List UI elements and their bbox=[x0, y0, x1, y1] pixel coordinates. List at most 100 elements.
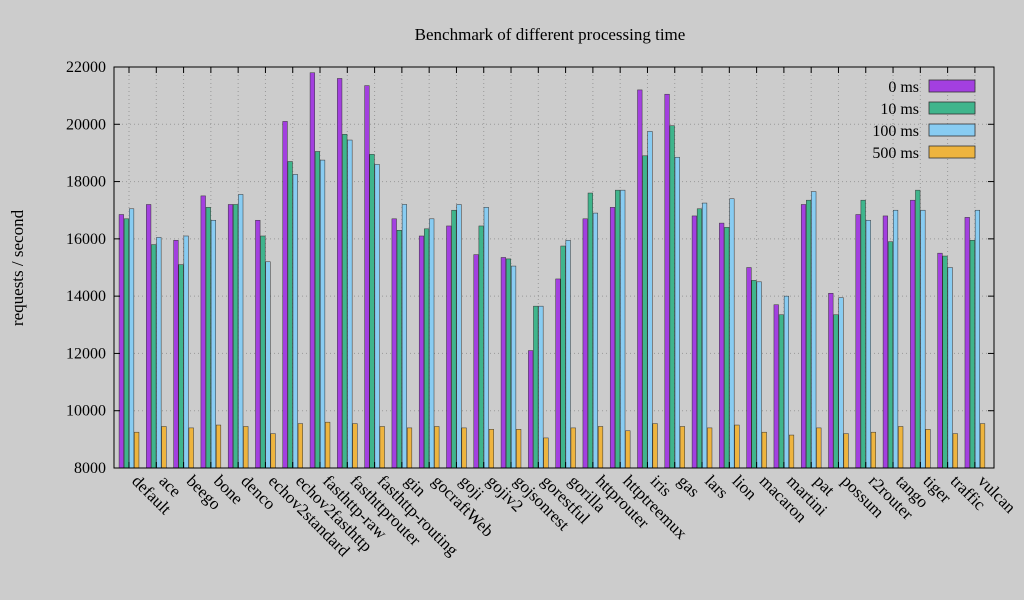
bar-echov2standard-500ms bbox=[270, 433, 276, 469]
bar-gas-10ms bbox=[669, 125, 675, 469]
legend-swatch bbox=[928, 145, 976, 159]
bar-httprouter-500ms bbox=[597, 426, 604, 469]
bar-httptreemux-10ms bbox=[615, 189, 621, 469]
bar-goji-10ms bbox=[451, 209, 457, 469]
bar-fasthttprouter-10ms bbox=[342, 134, 348, 469]
y-tick-label: 12000 bbox=[66, 345, 106, 362]
bar-tango-0ms bbox=[882, 215, 888, 469]
y-tick-label: 14000 bbox=[66, 288, 106, 305]
bar-lars-10ms bbox=[696, 208, 703, 469]
bar-r2router-500ms bbox=[870, 431, 876, 469]
bar-echov2fasthttp-10ms bbox=[287, 161, 293, 469]
bar-lars-100ms bbox=[702, 202, 708, 469]
bar-fasthttprouter-0ms bbox=[337, 78, 343, 469]
bar-vulcan-500ms bbox=[979, 423, 986, 469]
y-tick-label: 16000 bbox=[66, 231, 106, 248]
y-tick-label: 10000 bbox=[66, 403, 106, 420]
bar-default-10ms bbox=[123, 218, 130, 469]
bar-gojiv2-100ms bbox=[483, 207, 489, 469]
bar-echov2fasthttp-500ms bbox=[297, 423, 303, 469]
bar-echov2fasthttp-0ms bbox=[282, 121, 288, 469]
bar-gin-10ms bbox=[396, 230, 402, 469]
bar-httptreemux-0ms bbox=[609, 207, 616, 469]
bar-bone-100ms bbox=[210, 219, 216, 469]
bar-martini-0ms bbox=[773, 304, 779, 469]
bar-gorestful-100ms bbox=[538, 305, 544, 469]
bar-denco-0ms bbox=[227, 204, 234, 469]
bar-gin-100ms bbox=[401, 204, 407, 469]
bar-httprouter-0ms bbox=[582, 218, 588, 469]
bar-httprouter-100ms bbox=[592, 212, 598, 469]
bar-beego-100ms bbox=[183, 235, 189, 469]
bar-lion-0ms bbox=[719, 222, 725, 469]
bar-martini-10ms bbox=[778, 314, 784, 469]
bar-fasthttp-raw-500ms bbox=[325, 421, 331, 469]
bar-gorestful-500ms bbox=[543, 437, 549, 469]
bar-gas-500ms bbox=[679, 426, 685, 469]
legend-swatch bbox=[928, 101, 976, 115]
bar-fasthttp-raw-100ms bbox=[320, 159, 326, 469]
bar-fasthttprouter-100ms bbox=[347, 139, 353, 469]
bar-martini-500ms bbox=[788, 434, 795, 469]
legend-label: 0 ms bbox=[888, 79, 919, 96]
y-tick-labels: 8000 10000 12000 14000 16000 18000 20000 22000 bbox=[66, 59, 106, 477]
bar-gorestful-10ms bbox=[533, 305, 539, 469]
bar-bone-0ms bbox=[200, 195, 206, 469]
bar-gojsonrest-10ms bbox=[505, 258, 512, 469]
bar-tiger-500ms bbox=[925, 429, 931, 469]
bar-traffic-0ms bbox=[937, 252, 943, 469]
bar-macaron-100ms bbox=[756, 281, 762, 469]
bar-echov2standard-100ms bbox=[265, 261, 271, 469]
bar-possum-100ms bbox=[838, 297, 844, 469]
bar-macaron-10ms bbox=[751, 280, 757, 469]
bar-fasthttp-routing-100ms bbox=[374, 164, 380, 469]
bar-beego-0ms bbox=[173, 240, 179, 469]
bar-iris-10ms bbox=[642, 155, 648, 469]
bar-httptreemux-100ms bbox=[620, 189, 626, 469]
bar-bone-10ms bbox=[205, 207, 211, 469]
y-tick-label: 22000 bbox=[66, 59, 106, 76]
bar-lars-500ms bbox=[707, 427, 713, 469]
bar-gin-0ms bbox=[391, 218, 397, 469]
bar-gocraftWeb-0ms bbox=[418, 235, 425, 469]
bar-gocraftWeb-100ms bbox=[429, 218, 435, 469]
bar-gorilla-500ms bbox=[570, 427, 576, 469]
bar-iris-500ms bbox=[652, 423, 658, 469]
bar-gin-500ms bbox=[406, 427, 413, 469]
bar-traffic-100ms bbox=[947, 267, 953, 469]
bar-tango-500ms bbox=[898, 426, 904, 469]
bar-pat-500ms bbox=[816, 427, 822, 469]
bar-echov2standard-0ms bbox=[255, 219, 261, 469]
bar-fasthttprouter-500ms bbox=[352, 423, 358, 469]
plot-frame bbox=[113, 66, 995, 469]
legend-swatch bbox=[928, 123, 976, 137]
bar-default-100ms bbox=[129, 208, 135, 469]
bar-bone-500ms bbox=[215, 424, 222, 469]
bar-fasthttp-routing-0ms bbox=[364, 85, 370, 469]
bar-gojsonrest-0ms bbox=[500, 257, 506, 469]
bar-possum-500ms bbox=[843, 433, 849, 469]
bar-vulcan-100ms bbox=[974, 209, 980, 469]
bar-macaron-0ms bbox=[746, 267, 752, 469]
bar-tiger-0ms bbox=[910, 199, 916, 469]
bar-gorestful-0ms bbox=[528, 350, 534, 469]
bar-r2router-0ms bbox=[855, 214, 861, 469]
bar-tiger-100ms bbox=[920, 209, 926, 469]
legend-label: 100 ms bbox=[872, 123, 919, 140]
bar-vulcan-0ms bbox=[964, 217, 970, 469]
bar-traffic-10ms bbox=[942, 255, 948, 469]
bar-martini-100ms bbox=[783, 295, 789, 469]
bar-goji-100ms bbox=[456, 204, 462, 469]
bar-possum-10ms bbox=[833, 314, 839, 469]
bar-echov2fasthttp-100ms bbox=[292, 174, 298, 469]
y-tick-label: 8000 bbox=[74, 460, 106, 477]
bar-fasthttp-raw-0ms bbox=[309, 72, 315, 469]
bar-fasthttp-routing-10ms bbox=[369, 154, 375, 469]
bar-iris-0ms bbox=[637, 89, 643, 469]
bar-pat-0ms bbox=[800, 204, 807, 469]
bar-ace-0ms bbox=[146, 204, 152, 469]
legend-label: 500 ms bbox=[872, 145, 919, 162]
bars bbox=[118, 72, 986, 469]
bar-r2router-10ms bbox=[860, 199, 866, 469]
